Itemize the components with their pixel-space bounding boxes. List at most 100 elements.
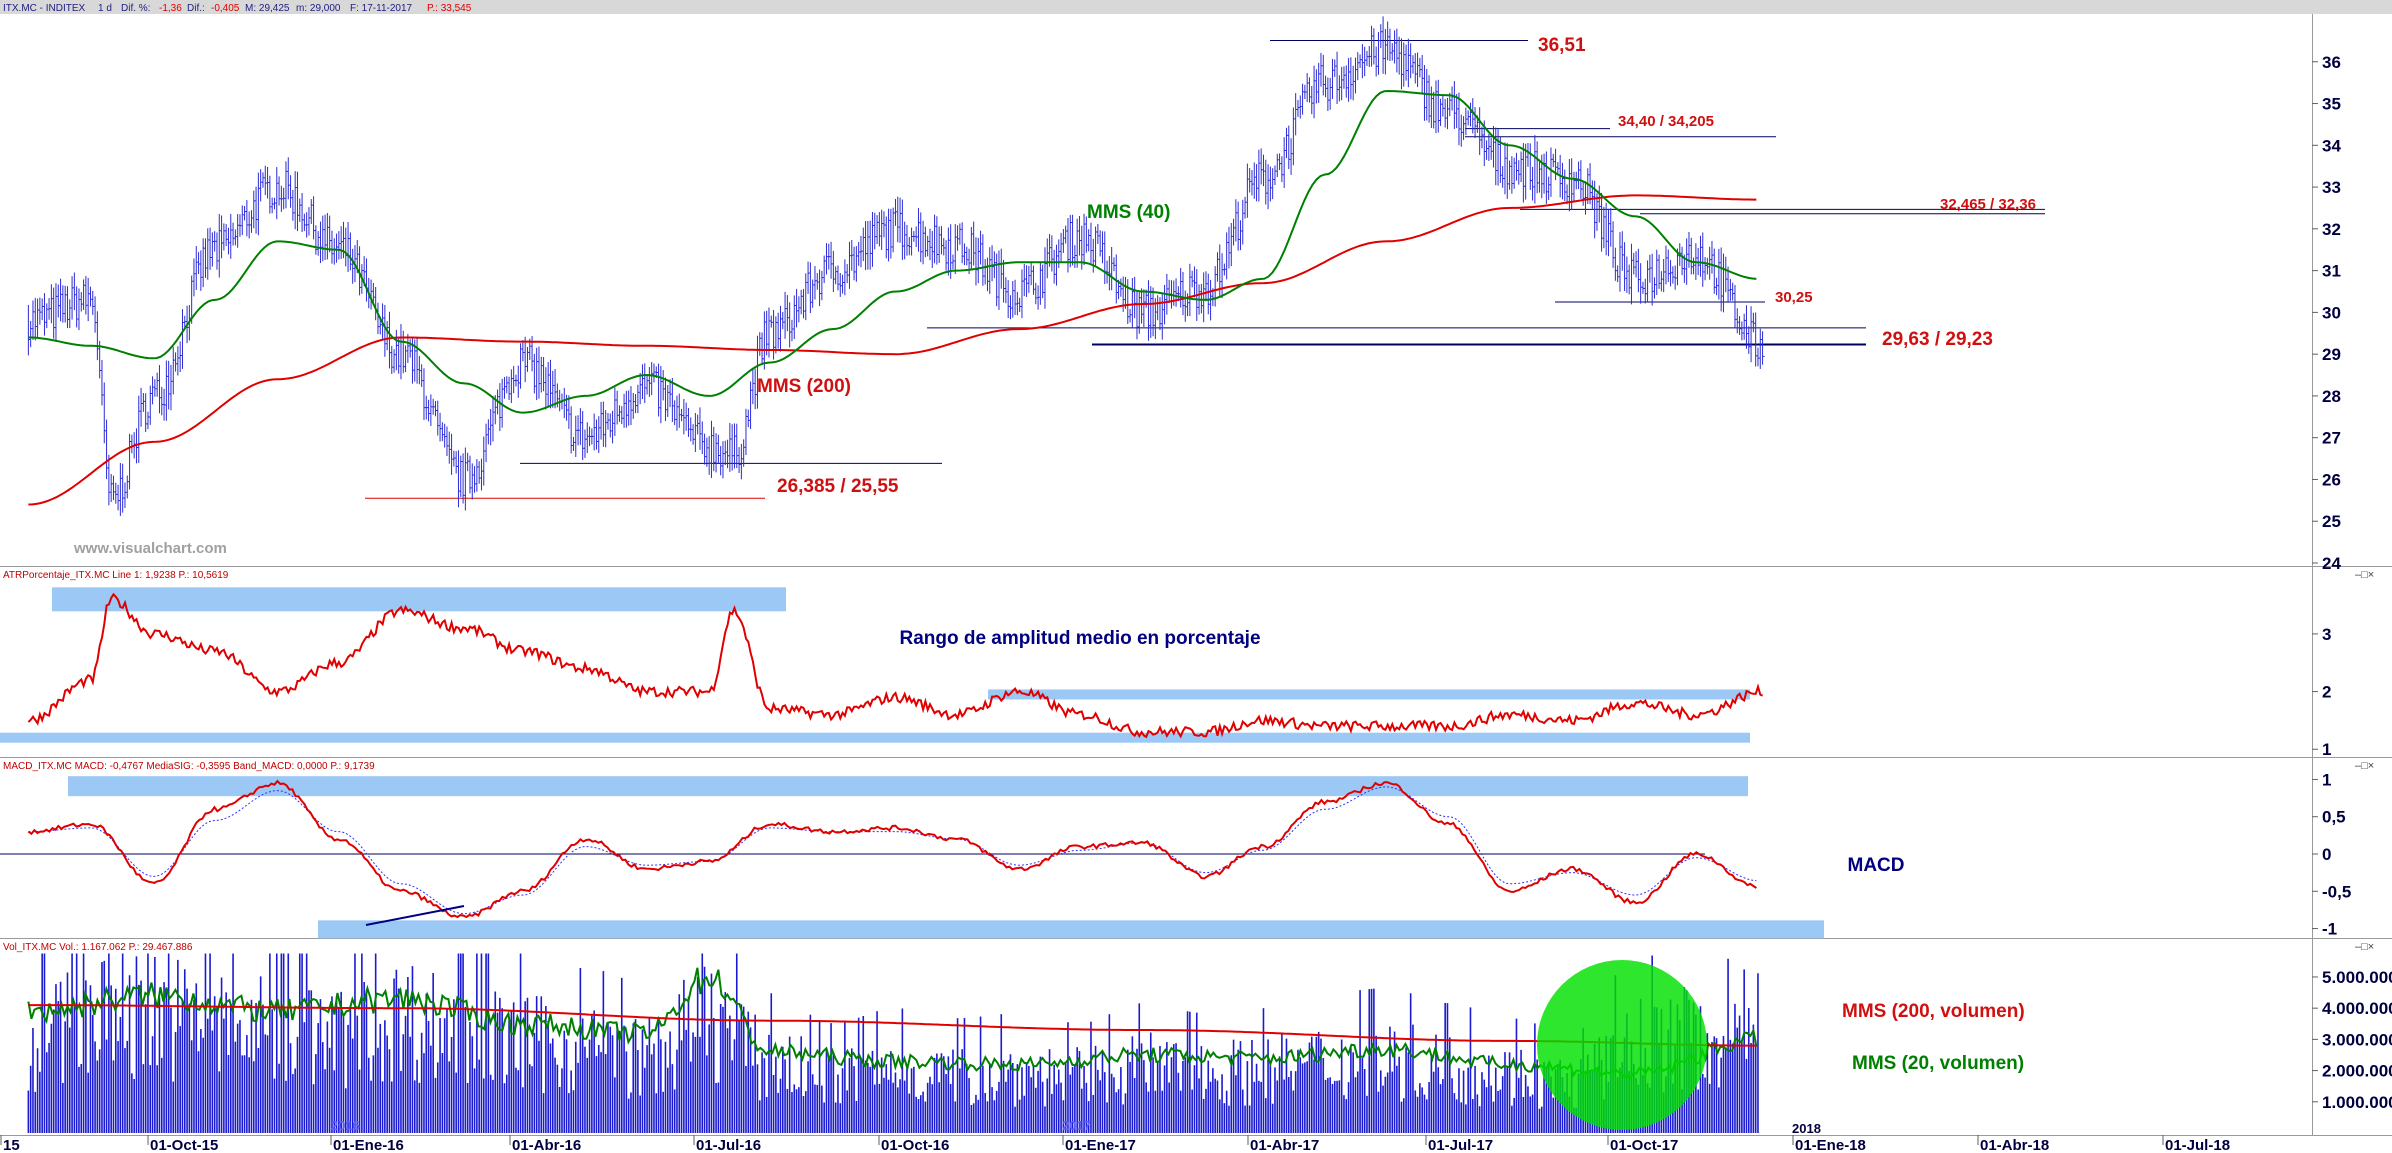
watermark: www.visualchart.com xyxy=(73,540,227,557)
macd-bands xyxy=(68,776,1824,939)
macd-tick-label: 0 xyxy=(2322,845,2331,864)
atr-tick-label: 2 xyxy=(2322,683,2331,702)
price-tick-label: 33 xyxy=(2322,178,2341,197)
mms200-line xyxy=(28,194,1757,506)
annotation-32-465: 32,465 / 32,36 xyxy=(1940,196,2036,213)
x-tick-label: 01-Jul-17 xyxy=(1428,1137,1493,1153)
atr-header-bg xyxy=(0,567,2312,580)
x-tick-label: 01-Abr-17 xyxy=(1250,1137,1319,1153)
price-header-dif-value: -0,405 xyxy=(211,3,240,14)
x-year-label: 2017 xyxy=(1062,1118,1091,1133)
x-tick-label: 01-Ene-17 xyxy=(1065,1137,1136,1153)
x-tick-label: 01-Abr-18 xyxy=(1980,1137,2049,1153)
x-tick-label: 15 xyxy=(3,1137,20,1153)
price-header-difpct-value: -1,36 xyxy=(159,3,182,14)
x-axis-ticks: 15 01-Oct-15 01-Ene-16 01-Abr-16 01-Jul-16 01… xyxy=(0,1118,2230,1153)
x-tick-label: 01-Jul-16 xyxy=(696,1137,761,1153)
x-tick-label: 01-Jul-18 xyxy=(2165,1137,2230,1153)
x-tick-label: 01-Ene-16 xyxy=(333,1137,404,1153)
price-panel xyxy=(27,16,2045,516)
macd-divergence-line xyxy=(365,905,465,926)
x-tick-label: 01-Oct-16 xyxy=(881,1137,949,1153)
price-header-max: M: 29,425 xyxy=(245,3,290,14)
price-tick-label: 30 xyxy=(2322,303,2341,322)
volume-tick-label: 1.000.000 xyxy=(2322,1093,2392,1112)
atr-tick-label: 3 xyxy=(2322,625,2331,644)
volume-tick-label: 5.000.000 xyxy=(2322,968,2392,987)
macd-line xyxy=(27,779,1757,919)
macd-title: MACD xyxy=(1848,855,1905,876)
panel-controls[interactable]: –□× –□× –□× xyxy=(2355,569,2374,953)
price-tick-label: 26 xyxy=(2322,470,2341,489)
x-tick-label: 01-Ene-18 xyxy=(1795,1137,1866,1153)
macd-band-high xyxy=(68,776,1748,797)
price-tick-label: 29 xyxy=(2322,345,2341,364)
price-bars xyxy=(27,16,1765,516)
macd-signal-line xyxy=(28,786,1757,915)
annotation-36-51: 36,51 xyxy=(1538,35,1586,56)
atr-tick-label: 1 xyxy=(2322,740,2331,759)
volume-bars xyxy=(27,953,1759,1133)
price-tick-label: 32 xyxy=(2322,220,2341,239)
annotation-29-63: 29,63 / 29,23 xyxy=(1882,329,1993,350)
x-tick-label: 01-Oct-17 xyxy=(1610,1137,1678,1153)
volume-panel xyxy=(27,953,1759,1133)
price-header-timeframe: 1 d xyxy=(98,3,112,14)
volume-highlight-circle xyxy=(1537,960,1707,1130)
price-tick-label: 36 xyxy=(2322,53,2341,72)
price-tick-label: 31 xyxy=(2322,262,2341,281)
macd-panel xyxy=(0,779,1757,926)
label-mms40: MMS (40) xyxy=(1087,202,1170,223)
price-header-min: m: 29,000 xyxy=(296,3,341,14)
atr-controls-icon[interactable]: –□× xyxy=(2355,569,2374,581)
vol-mms20-line xyxy=(27,967,1758,1080)
macd-tick-label: -0,5 xyxy=(2322,882,2351,901)
annotation-34-40: 34,40 / 34,205 xyxy=(1618,113,1714,130)
price-header: ITX.MC - INDITEX 1 d Dif. %: -1,36 Dif.:… xyxy=(3,3,472,14)
label-mms200: MMS (200) xyxy=(757,376,851,397)
atr-band-mid xyxy=(988,689,1750,700)
macd-header: MACD_ITX.MC MACD: -0,4767 MediaSIG: -0,3… xyxy=(3,761,375,772)
header-bar xyxy=(0,0,2392,14)
macd-tick-label: -1 xyxy=(2322,920,2337,939)
atr-band-low xyxy=(0,732,1750,743)
vol-mms200-line xyxy=(28,1004,1757,1047)
volume-tick-label: 4.000.000 xyxy=(2322,999,2392,1018)
macd-controls-icon[interactable]: –□× xyxy=(2355,760,2374,772)
macd-band-low xyxy=(318,920,1824,939)
x-year-label: 2016 xyxy=(331,1118,360,1133)
volume-tick-label: 3.000.000 xyxy=(2322,1030,2392,1049)
price-header-last: P.: 33,545 xyxy=(427,3,472,14)
annotation-30-25: 30,25 xyxy=(1775,289,1813,306)
atr-band-high xyxy=(52,587,786,612)
atr-line xyxy=(27,592,1763,739)
price-tick-label: 28 xyxy=(2322,387,2341,406)
panel-frames xyxy=(0,14,2392,1136)
macd-tick-label: 1 xyxy=(2322,770,2331,789)
atr-title: Rango de amplitud medio en porcentaje xyxy=(899,628,1260,649)
price-header-symbol: ITX.MC - INDITEX xyxy=(3,3,86,14)
price-header-dif-label: Dif.: xyxy=(187,3,205,14)
y-axis-ticks: 2425262728293031323334353612310,50-0,5-1… xyxy=(2312,53,2392,1112)
volume-tick-label: 2.000.000 xyxy=(2322,1062,2392,1081)
price-tick-label: 35 xyxy=(2322,95,2341,114)
price-tick-label: 34 xyxy=(2322,136,2341,155)
x-year-label: 2018 xyxy=(1792,1121,1821,1136)
atr-header: ATRPorcentaje_ITX.MC Line 1: 1,9238 P.: … xyxy=(3,570,229,581)
price-annotations: 36,51 34,40 / 34,205 32,465 / 32,36 30,2… xyxy=(757,35,2036,497)
label-vol-mms20: MMS (20, volumen) xyxy=(1852,1053,2024,1074)
atr-bands xyxy=(0,587,1750,743)
atr-panel xyxy=(27,592,1763,739)
price-header-difpct-label: Dif. %: xyxy=(121,3,150,14)
volume-header: Vol_ITX.MC Vol.: 1.167.062 P.: 29.467.88… xyxy=(3,942,193,953)
price-header-date: F: 17-11-2017 xyxy=(350,3,413,14)
volume-controls-icon[interactable]: –□× xyxy=(2355,941,2374,953)
price-tick-label: 27 xyxy=(2322,429,2341,448)
mms40-line xyxy=(28,89,1757,414)
label-vol-mms200: MMS (200, volumen) xyxy=(1842,1001,2025,1022)
price-tick-label: 25 xyxy=(2322,512,2341,531)
x-tick-label: 01-Abr-16 xyxy=(512,1137,581,1153)
price-tick-label: 24 xyxy=(2322,554,2341,573)
macd-tick-label: 0,5 xyxy=(2322,808,2346,827)
